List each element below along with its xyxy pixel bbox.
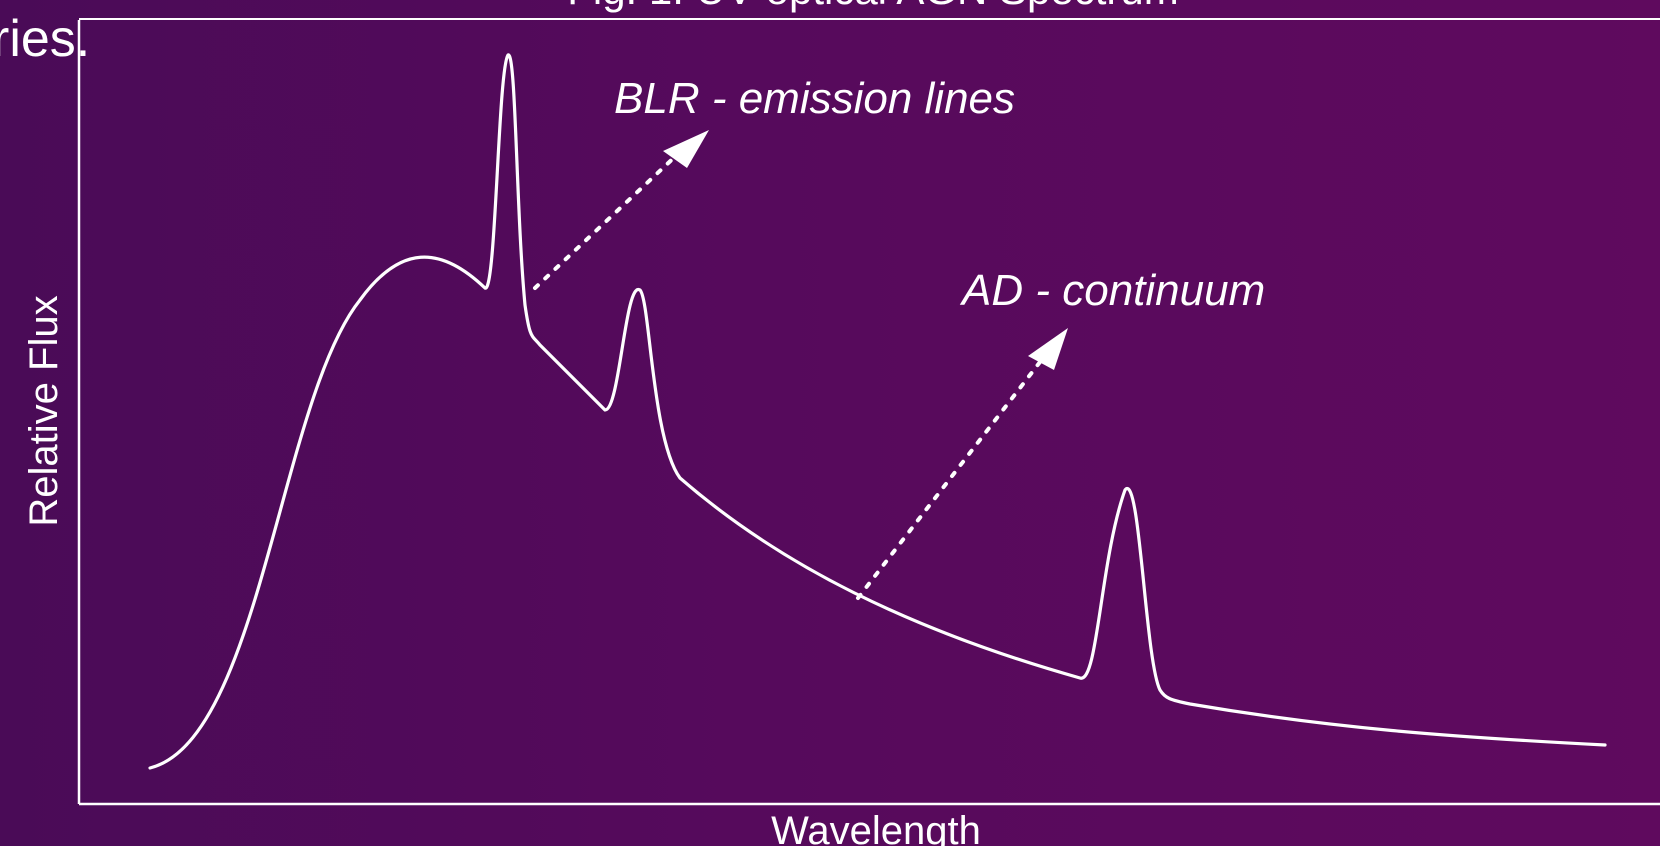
y-axis-label: Relative Flux	[22, 295, 66, 526]
blr-arrow-shaft	[533, 150, 682, 290]
blr-annotation: BLR - emission lines	[614, 74, 1015, 123]
ad-annotation: AD - continuum	[959, 266, 1265, 315]
ad-arrow-shaft	[856, 360, 1042, 600]
spectrum-curve	[148, 53, 1607, 770]
ad-arrow-head	[1028, 328, 1068, 370]
figure-title: Fig. 1: UV-optical AGN Spectrum	[567, 0, 1179, 13]
x-axis-label: Wavelength	[771, 809, 981, 846]
blr-arrow-head	[663, 130, 709, 168]
slide-text-fragment: ries.	[0, 10, 90, 68]
